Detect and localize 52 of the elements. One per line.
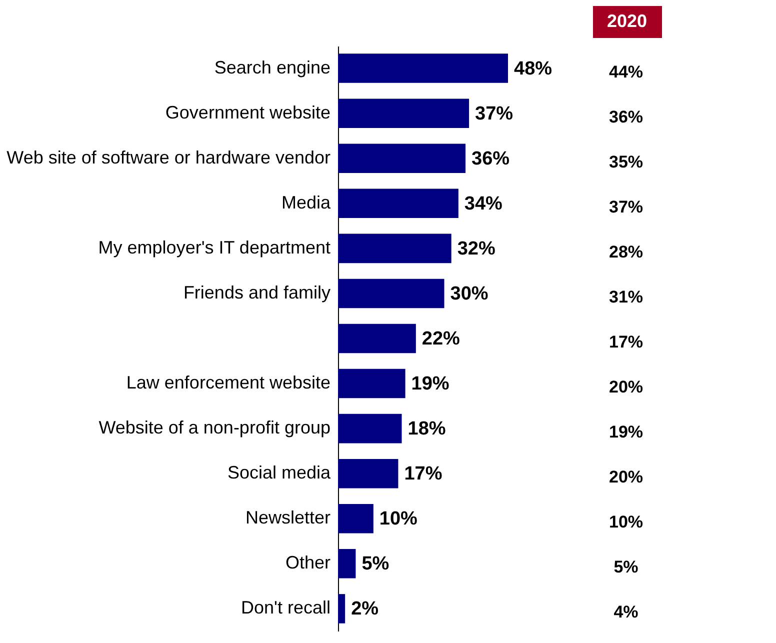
data-label: 36% (472, 148, 510, 170)
bar (338, 414, 402, 444)
y-tick-label: Media (281, 192, 332, 212)
text: 44% (608, 62, 644, 82)
text: 17% (608, 332, 644, 352)
bar (338, 278, 444, 308)
text: 20% (608, 378, 644, 396)
bar (338, 144, 466, 173)
data-label: 32% (457, 238, 496, 260)
bar (338, 594, 346, 624)
text: 36% (608, 108, 644, 126)
data-label: 37% (475, 103, 514, 124)
data-label: 18% (408, 418, 446, 440)
data-label: 17% (404, 464, 442, 485)
text: 4% (614, 602, 638, 622)
bar (338, 549, 356, 578)
y-tick-label: Law enforcement website (126, 372, 330, 393)
y-tick-label: Newsletter (245, 508, 330, 528)
text: 20% (608, 468, 644, 486)
data-label: 22% (422, 328, 460, 350)
text: 28% (608, 242, 644, 262)
bar (338, 324, 416, 354)
data-label: 10% (379, 508, 418, 530)
data-label: 19% (411, 374, 450, 395)
text: 5% (614, 558, 638, 576)
text: 10% (608, 512, 644, 532)
data-label: 30% (450, 283, 488, 304)
bar (338, 188, 458, 218)
text: 31% (608, 288, 644, 306)
data-label: 48% (514, 58, 552, 80)
bar (338, 54, 508, 83)
y-tick-label: Social media (227, 462, 332, 483)
y-tick-label: Government website (165, 102, 330, 122)
y-tick-label: My employer's IT department (98, 237, 330, 258)
bar (338, 368, 406, 398)
bar (338, 234, 452, 264)
y-tick-label: Search engine (214, 57, 330, 78)
y-tick-label: Don't recall (241, 598, 330, 618)
y-tick-label: Friends and family (183, 282, 330, 302)
data-label: 34% (464, 193, 503, 214)
bar (338, 504, 374, 534)
text: 19% (608, 422, 644, 442)
bar (338, 458, 398, 488)
data-label: 2% (351, 598, 379, 620)
y-tick-label: Website of a non-profit group (98, 418, 330, 438)
text: 37% (608, 198, 644, 216)
bar (338, 98, 470, 128)
text: 2020 (606, 11, 648, 31)
y-tick-label: Web site of software or hardware vendor (6, 147, 330, 168)
data-label: 5% (362, 554, 390, 575)
y-tick-label: Other (285, 552, 330, 573)
text: 35% (608, 152, 644, 172)
